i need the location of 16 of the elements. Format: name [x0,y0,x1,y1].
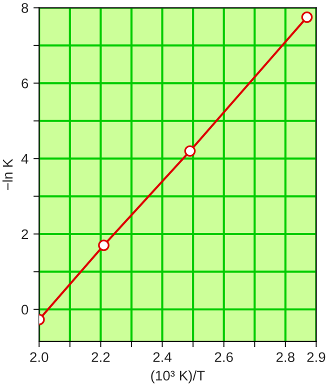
x-tick-label: 2.2 [92,352,110,362]
y-tick-label: 8 [22,3,28,13]
y-tick-label: 6 [22,78,28,88]
point [301,11,313,23]
x-tick-label: 2.8 [276,352,294,362]
x-axis-title: (10³ K)/T [151,370,205,384]
x-tick-label: 2.0 [30,352,48,362]
x-tick-label: 2.4 [153,352,172,362]
y-tick-label: 2 [22,229,28,240]
y-tick-label: 0 [22,304,28,315]
x-tick-label: 2.9 [307,352,326,362]
y-tick-label: 4 [21,154,28,164]
x-tick-label: 2.6 [214,352,233,362]
point [184,145,196,157]
y-axis-title: −ln K [2,158,13,190]
point [98,240,110,251]
